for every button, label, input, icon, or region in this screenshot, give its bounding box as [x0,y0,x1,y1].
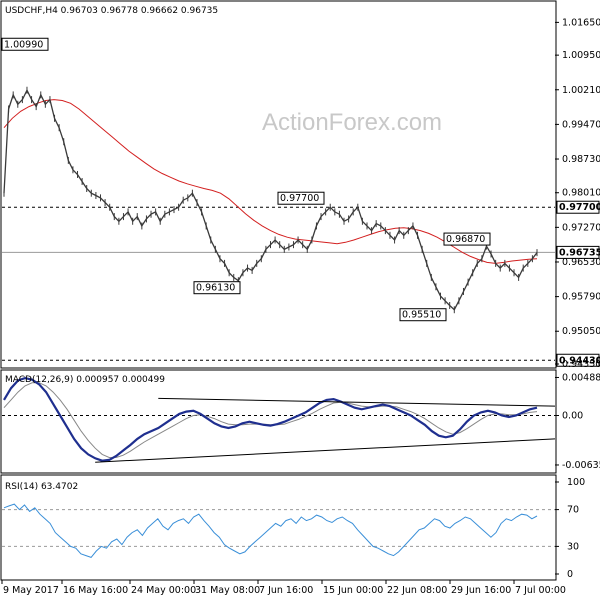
swing-annotation-label: 0.95510 [402,310,441,321]
price-tick-label: 0.98010 [562,188,600,199]
price-tick-label: 0.97270 [562,222,600,233]
price-tick-label: 0.99470 [562,119,600,130]
rsi-tick-label: 0 [567,569,573,580]
swing-annotation-box [443,232,491,246]
rsi-panel-title: RSI(14) 63.4702 [5,482,78,492]
swing-annotation-label: 1.00990 [4,39,43,50]
rsi-tick-label: 30 [567,541,579,552]
x-tick-label: 29 Jun 16:00 [451,585,511,596]
macd-main-line [3,376,538,462]
x-tick-label: 9 May 2017 [3,585,59,596]
price-tick-label: 0.96530 [562,257,600,268]
swing-annotation-label: 0.97700 [280,193,319,204]
level-marker-label: 0.96735 [559,247,600,258]
x-tick-label: 24 May 00:00 [131,585,196,596]
price-tick-label: 0.95790 [562,292,600,303]
macd-series [2,376,556,463]
price-tick-label: 1.00950 [562,50,600,61]
price-tick-label: 0.94350 [562,359,600,370]
price-panel-frame [0,0,557,369]
macd-panel-frame [0,369,557,474]
level-marker-label: 0.94430 [559,355,600,366]
swing-annotation-label: 0.96870 [446,234,485,245]
x-tick-label: 22 Jun 08:00 [387,585,447,596]
price-y-axis: 1.01650 1.00950 1.00210 0.99470 0.98730 0.980… [555,17,600,370]
watermark: ActionForex.com [262,109,442,136]
x-tick-label: 7 Jun 16:00 [259,585,313,596]
swing-annotation-box [193,281,241,295]
rsi-line [3,503,538,558]
macd-y-axis: 0.004883 0.00 -0.006354 [555,372,600,471]
macd-tick-label: -0.006354 [562,460,600,471]
price-annotations: 1.00990 0.96130 0.97700 0.96870 0.95510 [1,37,491,322]
level-marker-label: 0.97700 [559,202,600,213]
x-tick-label: 15 Jun 00:00 [323,585,383,596]
price-panel-title: USDCHF,H4 0.96703 0.96778 0.96662 0.9673… [5,6,218,16]
macd-tick-label: 0.00 [562,410,583,421]
rsi-y-axis: 100 70 30 0 [555,477,585,580]
rsi-tick-label: 70 [567,505,579,516]
macd-support-trendline [95,438,556,463]
price-tick-label: 0.95050 [562,326,600,337]
price-series [3,86,538,314]
x-tick-label: 7 Jul 00:00 [515,585,566,596]
swing-annotation-box [399,308,447,322]
price-tick-label: 1.00210 [562,85,600,96]
level-marker-box [556,245,600,259]
swing-annotation-box [277,191,325,205]
price-tick-label: 1.01650 [562,17,600,28]
swing-annotation-label: 0.96130 [196,283,235,294]
macd-panel-title: MACD(12,26,9) 0.000957 0.000499 [5,375,165,385]
macd-resistance-trendline [158,397,556,407]
rsi-series [2,503,555,558]
level-marker-box [556,353,600,367]
macd-tick-label: 0.004883 [562,372,600,383]
swing-annotation-box [1,37,49,51]
price-tick-label: 0.98730 [562,154,600,165]
level-marker-box [556,200,600,214]
x-tick-label: 16 May 16:00 [63,585,128,596]
rsi-tick-label: 100 [567,477,585,488]
x-tick-label: 31 May 08:00 [195,585,260,596]
rsi-panel-frame [0,474,557,581]
